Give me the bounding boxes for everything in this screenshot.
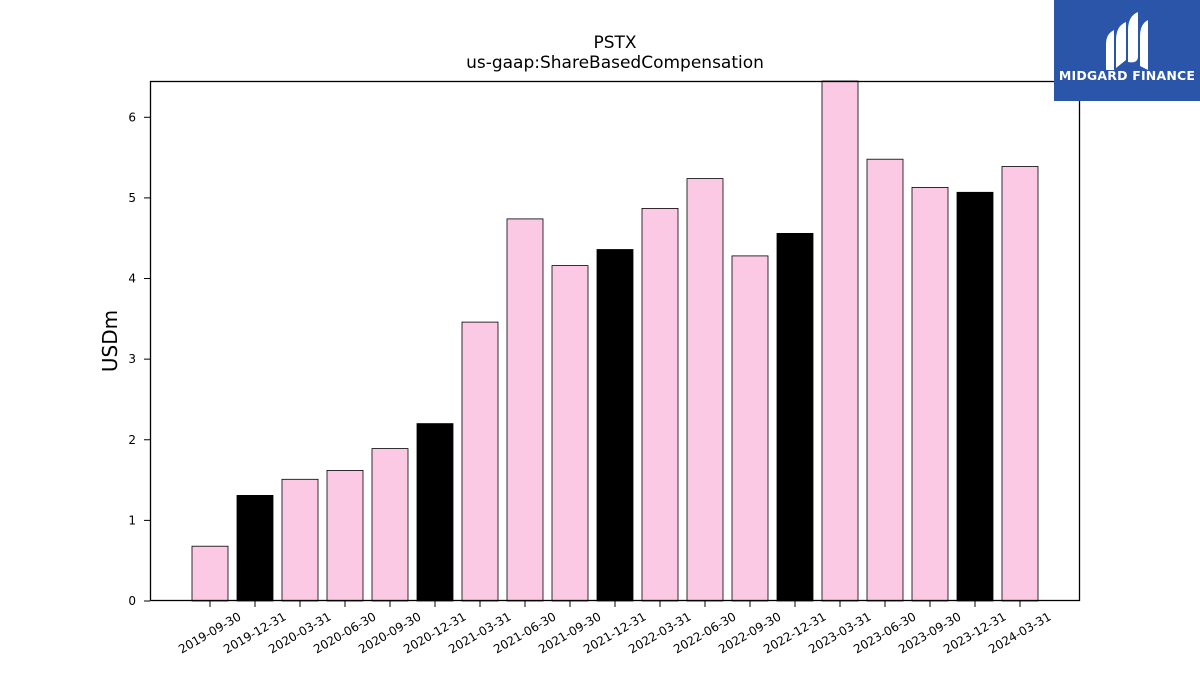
y-tick-label: 6 [128,110,136,124]
plot-frame [149,80,1081,602]
y-tick-label: 5 [128,191,136,205]
bar-2023-12-31 [956,191,994,602]
y-tick-label: 1 [128,513,136,527]
bar-2021-12-31 [596,249,634,602]
bar-2020-03-31 [281,478,319,602]
y-axis-label: USDm [98,310,122,372]
bar-2020-12-31 [416,423,454,602]
midgard-finance-logo: MIDGARD FINANCE [1054,0,1200,101]
bar-2023-03-31 [821,80,859,602]
bar-2021-09-30 [551,265,589,602]
y-tick-label: 4 [128,272,136,286]
bar-2020-09-30 [371,448,409,602]
bar-2021-06-30 [506,218,544,602]
chart-title: PSTX [593,33,636,53]
y-tick-label: 2 [128,433,136,447]
bar-2023-06-30 [866,158,904,602]
y-axis: 0 1 2 3 4 5 6 [128,110,150,608]
bar-2019-09-30 [191,545,229,602]
y-tick-label: 3 [128,352,136,366]
bar-2024-03-31 [1001,166,1039,602]
bars-group [191,80,1039,602]
bar-2022-09-30 [731,255,769,602]
y-tick-label: 0 [128,594,136,608]
bar-2022-03-31 [641,207,679,602]
x-axis: 2019-09-302019-12-312020-03-312020-06-30… [176,601,1054,656]
midgard-logo-icon [1106,12,1148,70]
bar-2020-06-30 [326,469,364,602]
bar-2022-12-31 [776,232,814,602]
bar-2021-03-31 [461,321,499,602]
bar-2023-09-30 [911,186,949,602]
bar-2022-06-30 [686,178,724,602]
chart-subtitle: us-gaap:ShareBasedCompensation [466,53,764,73]
logo-text: MIDGARD FINANCE [1058,68,1196,83]
bar-2019-12-31 [236,494,274,602]
